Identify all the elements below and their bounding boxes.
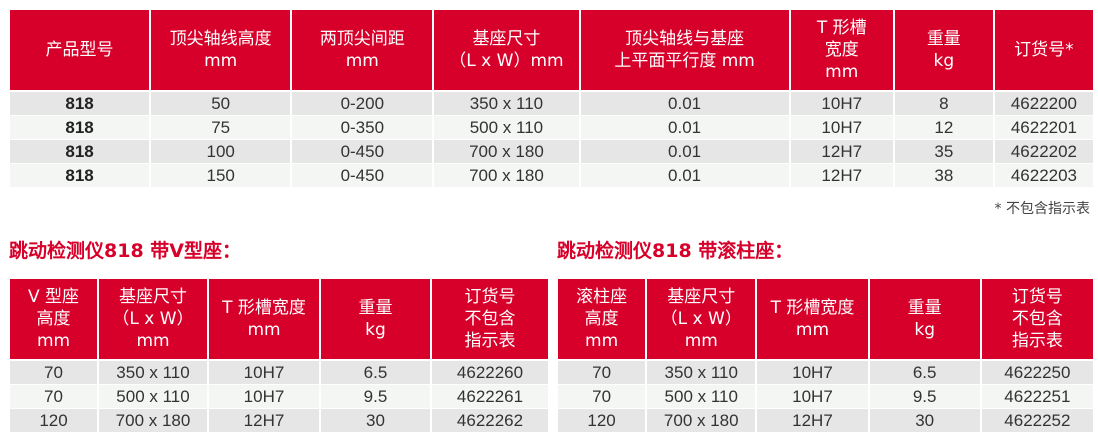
table-row: 818 75 0-350 500 x 110 0.01 10H7 12 4622201: [7, 115, 1096, 140]
table-cell: 4622262: [430, 408, 550, 433]
header-row: V 型座 高度 mm 基座尺寸 （L x W） mm T 形槽宽度 mm 重量 kg 订…: [8, 277, 550, 361]
table-cell: 0.01: [578, 115, 791, 140]
table-cell: 0-350: [290, 115, 435, 140]
table-cell: 12H7: [207, 408, 321, 433]
column-header: 基座尺寸 （L x W）mm: [432, 8, 581, 92]
table-cell: 4622251: [979, 384, 1096, 409]
column-header: 产品型号: [7, 8, 152, 92]
column-header: 基座尺寸 （L x W） mm: [97, 277, 209, 361]
table-cell: 12: [892, 115, 995, 140]
table-cell: 700 x 180: [97, 408, 209, 433]
table-cell: 4622252: [979, 408, 1096, 433]
table-row: 120 700 x 180 12H7 30 4622252: [555, 408, 1096, 433]
table-cell: 10H7: [755, 384, 870, 409]
main-spec-table: 产品型号 顶尖轴线高度 mm 两顶尖间距 mm 基座尺寸 （L x W）mm 顶尖轴线与…: [7, 8, 1096, 188]
table-row: 70 500 x 110 10H7 9.5 4622251: [555, 384, 1096, 409]
table-cell: 6.5: [319, 360, 432, 385]
footnote: * 不包含指示表: [994, 201, 1090, 217]
table-cell: 4622201: [992, 115, 1096, 140]
column-header: 重量 kg: [319, 277, 432, 361]
table-cell: 8: [892, 91, 995, 116]
column-header: V 型座 高度 mm: [8, 277, 99, 361]
table-cell: 500 x 110: [645, 384, 758, 409]
table-cell: 10H7: [755, 360, 870, 385]
table-row: 70 350 x 110 10H7 6.5 4622260: [8, 360, 550, 385]
column-header: T 形槽 宽度 mm: [788, 8, 895, 92]
table-cell: 10H7: [788, 115, 895, 140]
column-header: 顶尖轴线与基座 上平面平行度 mm: [578, 8, 791, 92]
v-section-title: 跳动检测仪818 带V型座：: [9, 240, 241, 262]
table-cell: 0-450: [290, 139, 435, 164]
table-row: 818 150 0-450 700 x 180 0.01 12H7 38 4622203: [7, 163, 1096, 188]
column-header: 两顶尖间距 mm: [290, 8, 435, 92]
table-cell: 0.01: [578, 163, 791, 188]
table-cell: 70: [8, 360, 99, 385]
header-row: 滚柱座 高度 mm 基座尺寸 （L x W） mm T 形槽宽度 mm 重量 kg 订货…: [555, 277, 1096, 361]
table-cell: 12H7: [755, 408, 870, 433]
column-header: 重量 kg: [892, 8, 995, 92]
table-cell: 818: [7, 115, 152, 140]
table-cell: 70: [8, 384, 99, 409]
table-cell: 0-450: [290, 163, 435, 188]
table-cell: 9.5: [319, 384, 432, 409]
table-row: 818 100 0-450 700 x 180 0.01 12H7 35 4622202: [7, 139, 1096, 164]
table-cell: 500 x 110: [97, 384, 209, 409]
table-cell: 4622261: [430, 384, 550, 409]
column-header: 重量 kg: [867, 277, 982, 361]
table-cell: 12H7: [788, 163, 895, 188]
table-row: 818 50 0-200 350 x 110 0.01 10H7 8 4622200: [7, 91, 1096, 116]
table-cell: 50: [149, 91, 293, 116]
table-cell: 4622203: [992, 163, 1096, 188]
table-cell: 10H7: [788, 91, 895, 116]
table-cell: 100: [149, 139, 293, 164]
table-cell: 0.01: [578, 91, 791, 116]
table-cell: 0.01: [578, 139, 791, 164]
table-cell: 700 x 180: [645, 408, 758, 433]
table-row: 70 500 x 110 10H7 9.5 4622261: [8, 384, 550, 409]
table-cell: 38: [892, 163, 995, 188]
table-cell: 818: [7, 139, 152, 164]
column-header: T 形槽宽度 mm: [207, 277, 321, 361]
table-cell: 120: [555, 408, 648, 433]
table-cell: 30: [867, 408, 982, 433]
table-cell: 9.5: [867, 384, 982, 409]
table-cell: 120: [8, 408, 99, 433]
table-cell: 500 x 110: [432, 115, 581, 140]
table-cell: 700 x 180: [432, 163, 581, 188]
table-cell: 350 x 110: [432, 91, 581, 116]
table-cell: 10H7: [207, 384, 321, 409]
header-row: 产品型号 顶尖轴线高度 mm 两顶尖间距 mm 基座尺寸 （L x W）mm 顶尖轴线与…: [7, 8, 1096, 92]
table-cell: 4622200: [992, 91, 1096, 116]
table-cell: 12H7: [788, 139, 895, 164]
table-cell: 35: [892, 139, 995, 164]
table-cell: 700 x 180: [432, 139, 581, 164]
table-cell: 350 x 110: [645, 360, 758, 385]
column-header: 基座尺寸 （L x W） mm: [645, 277, 758, 361]
column-header: 顶尖轴线高度 mm: [149, 8, 293, 92]
table-cell: 4622202: [992, 139, 1096, 164]
table-cell: 70: [555, 360, 648, 385]
table-cell: 150: [149, 163, 293, 188]
table-cell: 75: [149, 115, 293, 140]
table-row: 70 350 x 110 10H7 6.5 4622250: [555, 360, 1096, 385]
table-cell: 4622260: [430, 360, 550, 385]
column-header: T 形槽宽度 mm: [755, 277, 870, 361]
table-cell: 818: [7, 91, 152, 116]
roller-section-title: 跳动检测仪818 带滚柱座：: [557, 240, 794, 262]
roller-block-table: 滚柱座 高度 mm 基座尺寸 （L x W） mm T 形槽宽度 mm 重量 kg 订货…: [555, 277, 1096, 433]
table-row: 120 700 x 180 12H7 30 4622262: [8, 408, 550, 433]
table-cell: 10H7: [207, 360, 321, 385]
table-cell: 0-200: [290, 91, 435, 116]
column-header: 订货号*: [992, 8, 1096, 92]
column-header: 订货号 不包含 指示表: [430, 277, 550, 361]
table-cell: 350 x 110: [97, 360, 209, 385]
column-header: 滚柱座 高度 mm: [555, 277, 648, 361]
column-header: 订货号 不包含 指示表: [979, 277, 1096, 361]
table-cell: 818: [7, 163, 152, 188]
table-cell: 30: [319, 408, 432, 433]
table-cell: 4622250: [979, 360, 1096, 385]
table-cell: 6.5: [867, 360, 982, 385]
table-cell: 70: [555, 384, 648, 409]
v-block-table: V 型座 高度 mm 基座尺寸 （L x W） mm T 形槽宽度 mm 重量 kg 订…: [8, 277, 550, 433]
